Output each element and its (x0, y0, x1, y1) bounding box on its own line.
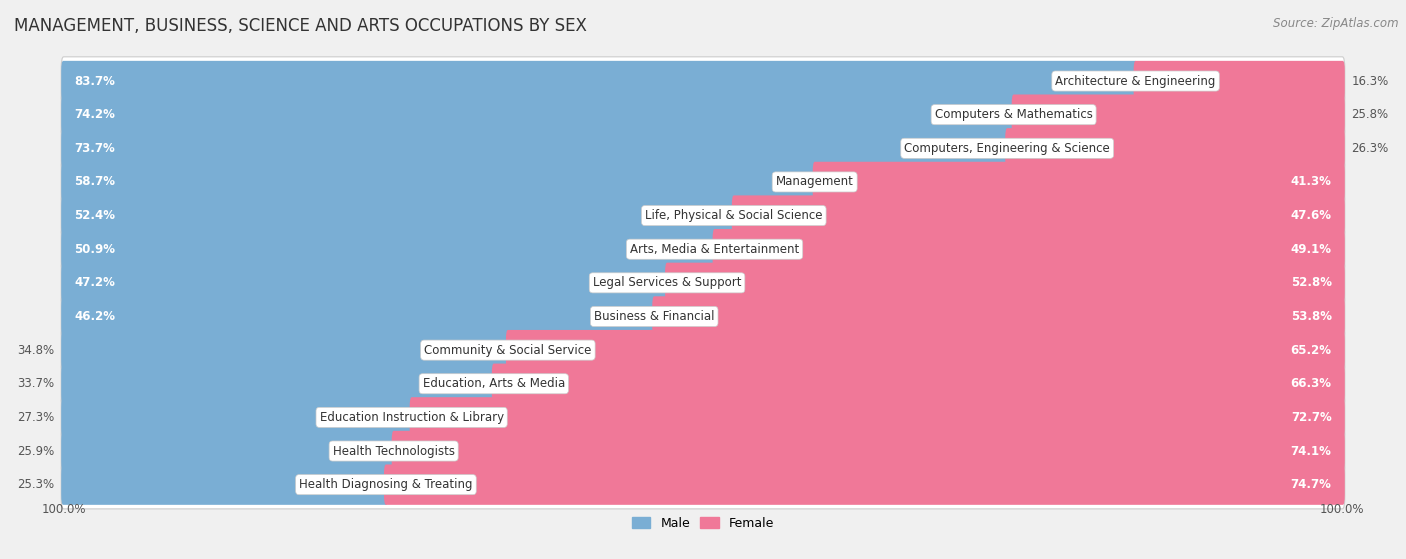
Text: Legal Services & Support: Legal Services & Support (593, 276, 741, 290)
FancyBboxPatch shape (62, 465, 388, 505)
FancyBboxPatch shape (62, 259, 1344, 307)
Text: Architecture & Engineering: Architecture & Engineering (1056, 74, 1216, 88)
Text: 25.9%: 25.9% (17, 444, 55, 457)
FancyBboxPatch shape (62, 61, 1137, 101)
Text: 47.2%: 47.2% (75, 276, 115, 290)
Text: 52.8%: 52.8% (1291, 276, 1331, 290)
Text: 16.3%: 16.3% (1351, 74, 1389, 88)
FancyBboxPatch shape (62, 229, 717, 269)
Text: Management: Management (776, 176, 853, 188)
FancyBboxPatch shape (1133, 61, 1344, 101)
Text: Health Diagnosing & Treating: Health Diagnosing & Treating (299, 478, 472, 491)
FancyBboxPatch shape (62, 225, 1344, 273)
Legend: Male, Female: Male, Female (627, 511, 779, 534)
FancyBboxPatch shape (62, 363, 496, 404)
Text: 25.3%: 25.3% (17, 478, 55, 491)
Text: Health Technologists: Health Technologists (333, 444, 454, 457)
FancyBboxPatch shape (713, 229, 1344, 269)
FancyBboxPatch shape (62, 431, 395, 471)
FancyBboxPatch shape (62, 162, 817, 202)
Text: 66.3%: 66.3% (1291, 377, 1331, 390)
FancyBboxPatch shape (62, 128, 1010, 168)
FancyBboxPatch shape (813, 162, 1344, 202)
FancyBboxPatch shape (492, 363, 1344, 404)
FancyBboxPatch shape (62, 461, 1344, 509)
FancyBboxPatch shape (652, 296, 1344, 337)
Text: 53.8%: 53.8% (1291, 310, 1331, 323)
Text: 49.1%: 49.1% (1291, 243, 1331, 255)
Text: 34.8%: 34.8% (17, 344, 55, 357)
Text: 33.7%: 33.7% (17, 377, 55, 390)
Text: Education Instruction & Library: Education Instruction & Library (319, 411, 503, 424)
FancyBboxPatch shape (62, 124, 1344, 173)
Text: 83.7%: 83.7% (75, 74, 115, 88)
FancyBboxPatch shape (409, 397, 1344, 438)
FancyBboxPatch shape (62, 330, 510, 370)
FancyBboxPatch shape (62, 326, 1344, 375)
FancyBboxPatch shape (665, 263, 1344, 303)
FancyBboxPatch shape (62, 292, 1344, 340)
Text: Education, Arts & Media: Education, Arts & Media (423, 377, 565, 390)
Text: 46.2%: 46.2% (75, 310, 115, 323)
Text: 50.9%: 50.9% (75, 243, 115, 255)
Text: 41.3%: 41.3% (1291, 176, 1331, 188)
FancyBboxPatch shape (731, 196, 1344, 236)
FancyBboxPatch shape (1012, 94, 1344, 135)
FancyBboxPatch shape (506, 330, 1344, 370)
Text: 72.7%: 72.7% (1291, 411, 1331, 424)
FancyBboxPatch shape (62, 263, 669, 303)
FancyBboxPatch shape (62, 397, 413, 438)
FancyBboxPatch shape (62, 158, 1344, 206)
FancyBboxPatch shape (62, 196, 735, 236)
Text: Community & Social Service: Community & Social Service (425, 344, 592, 357)
FancyBboxPatch shape (62, 296, 657, 337)
Text: 65.2%: 65.2% (1291, 344, 1331, 357)
FancyBboxPatch shape (62, 393, 1344, 442)
Text: MANAGEMENT, BUSINESS, SCIENCE AND ARTS OCCUPATIONS BY SEX: MANAGEMENT, BUSINESS, SCIENCE AND ARTS O… (14, 17, 586, 35)
FancyBboxPatch shape (62, 359, 1344, 408)
Text: 100.0%: 100.0% (1320, 504, 1365, 517)
FancyBboxPatch shape (62, 427, 1344, 475)
Text: Computers & Mathematics: Computers & Mathematics (935, 108, 1092, 121)
FancyBboxPatch shape (392, 431, 1344, 471)
FancyBboxPatch shape (62, 57, 1344, 105)
Text: 27.3%: 27.3% (17, 411, 55, 424)
FancyBboxPatch shape (1005, 128, 1344, 168)
Text: 74.7%: 74.7% (1291, 478, 1331, 491)
FancyBboxPatch shape (62, 191, 1344, 240)
FancyBboxPatch shape (384, 465, 1344, 505)
Text: 73.7%: 73.7% (75, 142, 115, 155)
Text: 25.8%: 25.8% (1351, 108, 1389, 121)
Text: 52.4%: 52.4% (75, 209, 115, 222)
Text: 26.3%: 26.3% (1351, 142, 1389, 155)
Text: Business & Financial: Business & Financial (593, 310, 714, 323)
Text: 100.0%: 100.0% (41, 504, 86, 517)
Text: 47.6%: 47.6% (1291, 209, 1331, 222)
Text: Computers, Engineering & Science: Computers, Engineering & Science (904, 142, 1111, 155)
FancyBboxPatch shape (62, 94, 1015, 135)
Text: 74.1%: 74.1% (1291, 444, 1331, 457)
Text: Source: ZipAtlas.com: Source: ZipAtlas.com (1274, 17, 1399, 30)
Text: 74.2%: 74.2% (75, 108, 115, 121)
Text: Life, Physical & Social Science: Life, Physical & Social Science (645, 209, 823, 222)
Text: 58.7%: 58.7% (75, 176, 115, 188)
FancyBboxPatch shape (62, 91, 1344, 139)
Text: Arts, Media & Entertainment: Arts, Media & Entertainment (630, 243, 799, 255)
